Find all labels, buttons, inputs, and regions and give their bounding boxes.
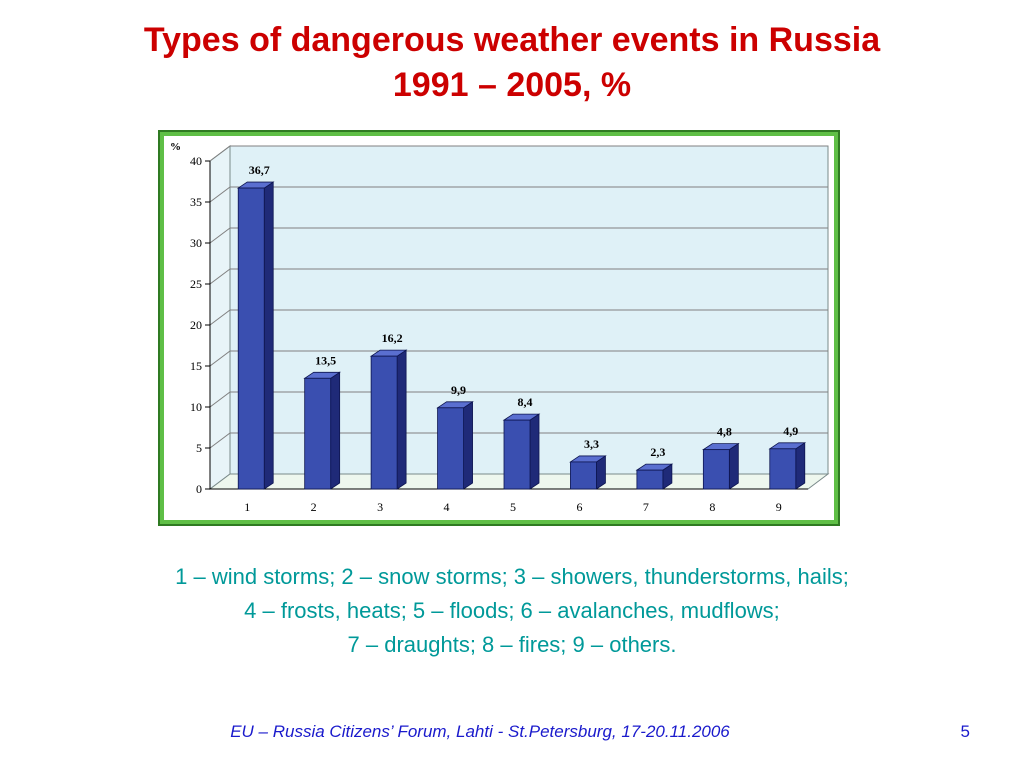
bar-chart: 0 5 10 15 20 25 30 35 40 36,7 1 13,5 2 16,2 3 9,9 4 8,4 5 3… <box>170 141 830 514</box>
bar <box>569 455 607 490</box>
y-tick-label: 35 <box>190 195 202 209</box>
bar-value-label: 3,3 <box>584 437 599 451</box>
gridline <box>209 227 828 244</box>
bar-front <box>437 407 464 490</box>
bar-front <box>769 448 797 490</box>
legend-line-1: 1 – wind storms; 2 – snow storms; 3 – sh… <box>175 564 849 589</box>
bar-side <box>463 401 473 490</box>
x-tick-label: 8 <box>709 500 715 514</box>
gridline <box>209 186 828 203</box>
x-tick-label: 9 <box>776 500 782 514</box>
chart-area: 0 5 10 15 20 25 30 35 40 36,7 1 13,5 2 16,2 3 9,9 4 8,4 5 3… <box>164 136 834 520</box>
x-tick-label: 7 <box>643 500 649 514</box>
gridline <box>209 432 828 449</box>
bar-value-label: 9,9 <box>451 383 466 397</box>
y-tick-label: 40 <box>190 154 202 168</box>
bar-value-label: 4,8 <box>717 425 732 439</box>
bar <box>768 442 807 490</box>
bar <box>436 401 474 490</box>
bar-value-label: 4,9 <box>783 424 798 438</box>
bar-value-label: 16,2 <box>382 331 403 345</box>
legend-line-2: 4 – frosts, heats; 5 – floods; 6 – avala… <box>244 598 780 623</box>
bar <box>303 371 341 490</box>
slide-title: Types of dangerous weather events in Rus… <box>0 18 1024 108</box>
bar-side <box>396 349 407 490</box>
bar-value-label: 2,3 <box>650 445 665 459</box>
bar-side <box>330 371 341 490</box>
bar-side <box>795 442 806 490</box>
x-tick-label: 6 <box>576 500 582 514</box>
y-tick-label: 5 <box>196 441 202 455</box>
y-tick-label: 25 <box>190 277 202 291</box>
footer-text: EU – Russia Citizens’ Forum, Lahti - St.… <box>230 722 730 741</box>
bar <box>702 442 740 490</box>
bar-front <box>503 419 531 490</box>
bar-value-label: 36,7 <box>249 163 270 177</box>
category-legend: 1 – wind storms; 2 – snow storms; 3 – sh… <box>0 560 1024 662</box>
bar-side <box>529 413 540 490</box>
title-line-1: Types of dangerous weather events in Rus… <box>143 21 881 59</box>
y-axis-label: % <box>170 141 181 153</box>
chart-frame: 0 5 10 15 20 25 30 35 40 36,7 1 13,5 2 16,2 3 9,9 4 8,4 5 3… <box>158 130 840 526</box>
bar-value-label: 8,4 <box>518 395 533 409</box>
bar <box>236 181 275 490</box>
y-tick-label: 30 <box>190 236 202 250</box>
x-tick-label: 1 <box>244 500 250 514</box>
legend-line-3: 7 – draughts; 8 – fires; 9 – others. <box>347 632 677 657</box>
y-tick-label: 15 <box>190 359 202 373</box>
bar-front <box>237 187 265 490</box>
bar <box>502 413 541 490</box>
bar-front <box>304 377 332 490</box>
title-line-2: 1991 – 2005, % <box>392 66 632 104</box>
bar-value-label: 13,5 <box>315 353 336 367</box>
bar-front <box>636 469 664 490</box>
bar-side <box>728 442 739 490</box>
bar-front <box>370 355 398 490</box>
gridline <box>209 350 828 367</box>
y-tick-label: 0 <box>196 482 202 496</box>
x-tick-label: 5 <box>510 500 516 514</box>
x-tick-label: 2 <box>311 500 317 514</box>
bar-front <box>702 449 730 490</box>
page-number: 5 <box>960 722 970 741</box>
x-tick-label: 3 <box>377 500 383 514</box>
gridline <box>209 145 828 162</box>
x-tick-label: 4 <box>444 500 450 514</box>
y-tick-label: 10 <box>190 400 202 414</box>
bar-front <box>570 461 597 490</box>
gridline <box>209 391 828 408</box>
bar <box>369 349 408 490</box>
bar <box>635 463 674 490</box>
bar-side <box>263 181 274 490</box>
gridline <box>209 268 828 285</box>
y-tick-label: 20 <box>190 318 202 332</box>
gridline <box>209 309 828 326</box>
